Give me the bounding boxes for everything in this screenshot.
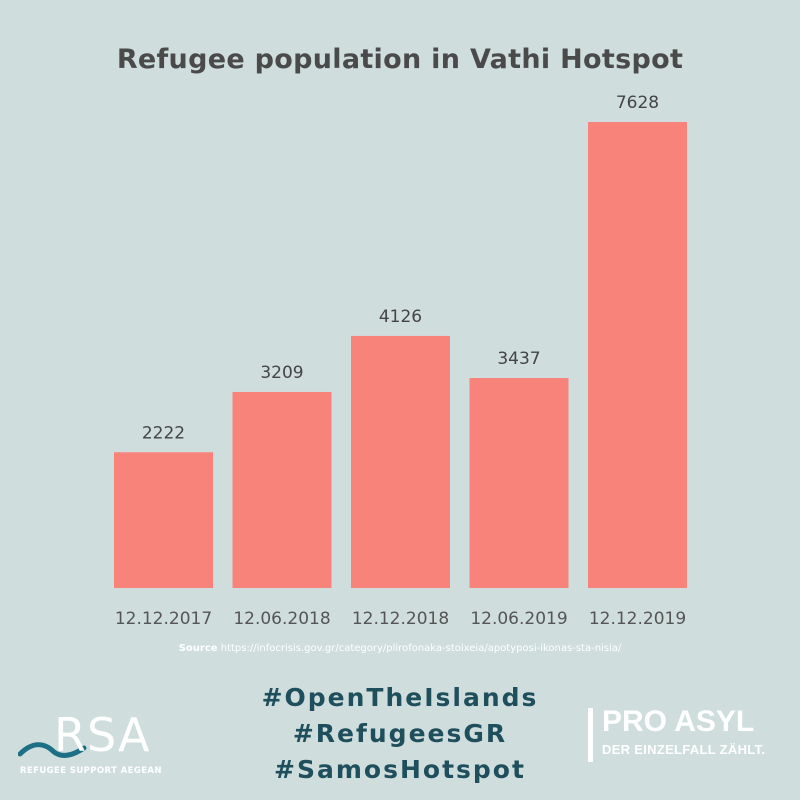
data-label-12.06.2018: 3209 (260, 363, 303, 383)
hashtag-samos-hotspot: #SamosHotspot (274, 755, 526, 784)
proasyl-logo-name: PRO ASYL (602, 705, 755, 738)
bar-chart: 2222 12.12.2017 3209 12.06.2018 4126 12.12.20… (114, 93, 687, 629)
source-label: Source (178, 643, 218, 654)
data-label-12.06.2019: 3437 (497, 349, 540, 369)
rsa-logo: RSA REFUGEE SUPPORT AEGEAN (18, 708, 178, 788)
x-tick-label-12.06.2019: 12.06.2019 (470, 609, 567, 629)
source-url[interactable]: https://infocrisis.gov.gr/category/pliro… (220, 643, 622, 654)
x-tick-label-12.12.2017: 12.12.2017 (115, 609, 212, 629)
data-label-12.12.2018: 4126 (379, 307, 422, 327)
hashtag-refugees-gr: #RefugeesGR (292, 719, 508, 748)
bar-12.12.2018 (351, 335, 450, 588)
rsa-logo-name: RSA (54, 708, 151, 762)
x-tick-label-12.12.2018: 12.12.2018 (352, 609, 449, 629)
bar-12.06.2019 (469, 378, 569, 588)
rsa-logo-subtitle: REFUGEE SUPPORT AEGEAN (20, 766, 162, 776)
bar-12.12.2017 (114, 452, 213, 588)
bar-12.12.2019 (588, 122, 687, 588)
wave-icon (18, 742, 87, 758)
source-line: Source https://infocrisis.gov.gr/categor… (0, 643, 800, 654)
proasyl-logo: PRO ASYL DER EINZELFALL ZÄHLT. (588, 705, 788, 764)
proasyl-logo-subtitle: DER EINZELFALL ZÄHLT. (602, 742, 766, 757)
data-label-12.12.2017: 2222 (142, 423, 185, 443)
bar-12.06.2018 (232, 391, 332, 588)
x-tick-label-12.06.2018: 12.06.2018 (233, 609, 330, 629)
chart-title: Refugee population in Vathi Hotspot (116, 44, 684, 75)
hashtag-open-the-islands: #OpenTheIslands (261, 683, 539, 712)
proasyl-logo-bar (588, 708, 593, 762)
hashtag-list: #OpenTheIslands #RefugeesGR #SamosHotspo… (0, 680, 800, 788)
data-label-12.12.2019: 7628 (616, 93, 659, 113)
x-tick-label-12.12.2019: 12.12.2019 (589, 609, 686, 629)
